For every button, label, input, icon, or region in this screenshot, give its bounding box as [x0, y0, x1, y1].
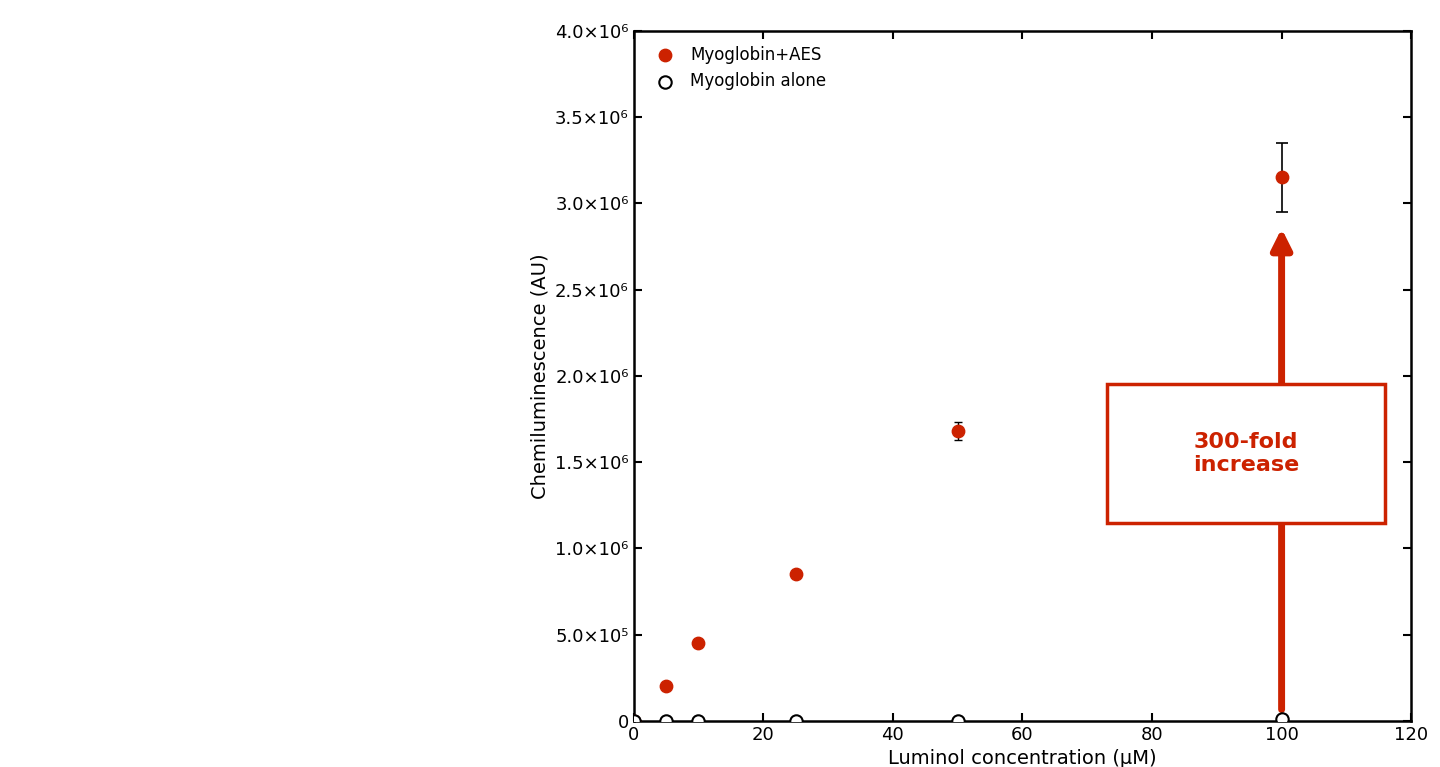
- Myoglobin alone: [946, 715, 969, 727]
- Myoglobin+AES: [783, 568, 806, 581]
- Myoglobin alone: [622, 715, 645, 727]
- Myoglobin+AES: [687, 637, 710, 650]
- Legend: Myoglobin+AES, Myoglobin alone: Myoglobin+AES, Myoglobin alone: [642, 39, 834, 97]
- Myoglobin alone: [654, 715, 678, 727]
- Myoglobin alone: [783, 715, 806, 727]
- Bar: [1107, 384, 1385, 522]
- Myoglobin+AES: [946, 425, 969, 437]
- Myoglobin alone: [1270, 713, 1293, 726]
- Myoglobin+AES: [1270, 171, 1293, 183]
- Myoglobin+AES: [622, 715, 645, 727]
- Myoglobin alone: [687, 715, 710, 727]
- X-axis label: Luminol concentration (μM): Luminol concentration (μM): [888, 749, 1156, 767]
- Y-axis label: Chemiluminescence (AU): Chemiluminescence (AU): [530, 253, 550, 499]
- Myoglobin+AES: [654, 680, 678, 693]
- Text: 300-fold
increase: 300-fold increase: [1192, 432, 1299, 475]
